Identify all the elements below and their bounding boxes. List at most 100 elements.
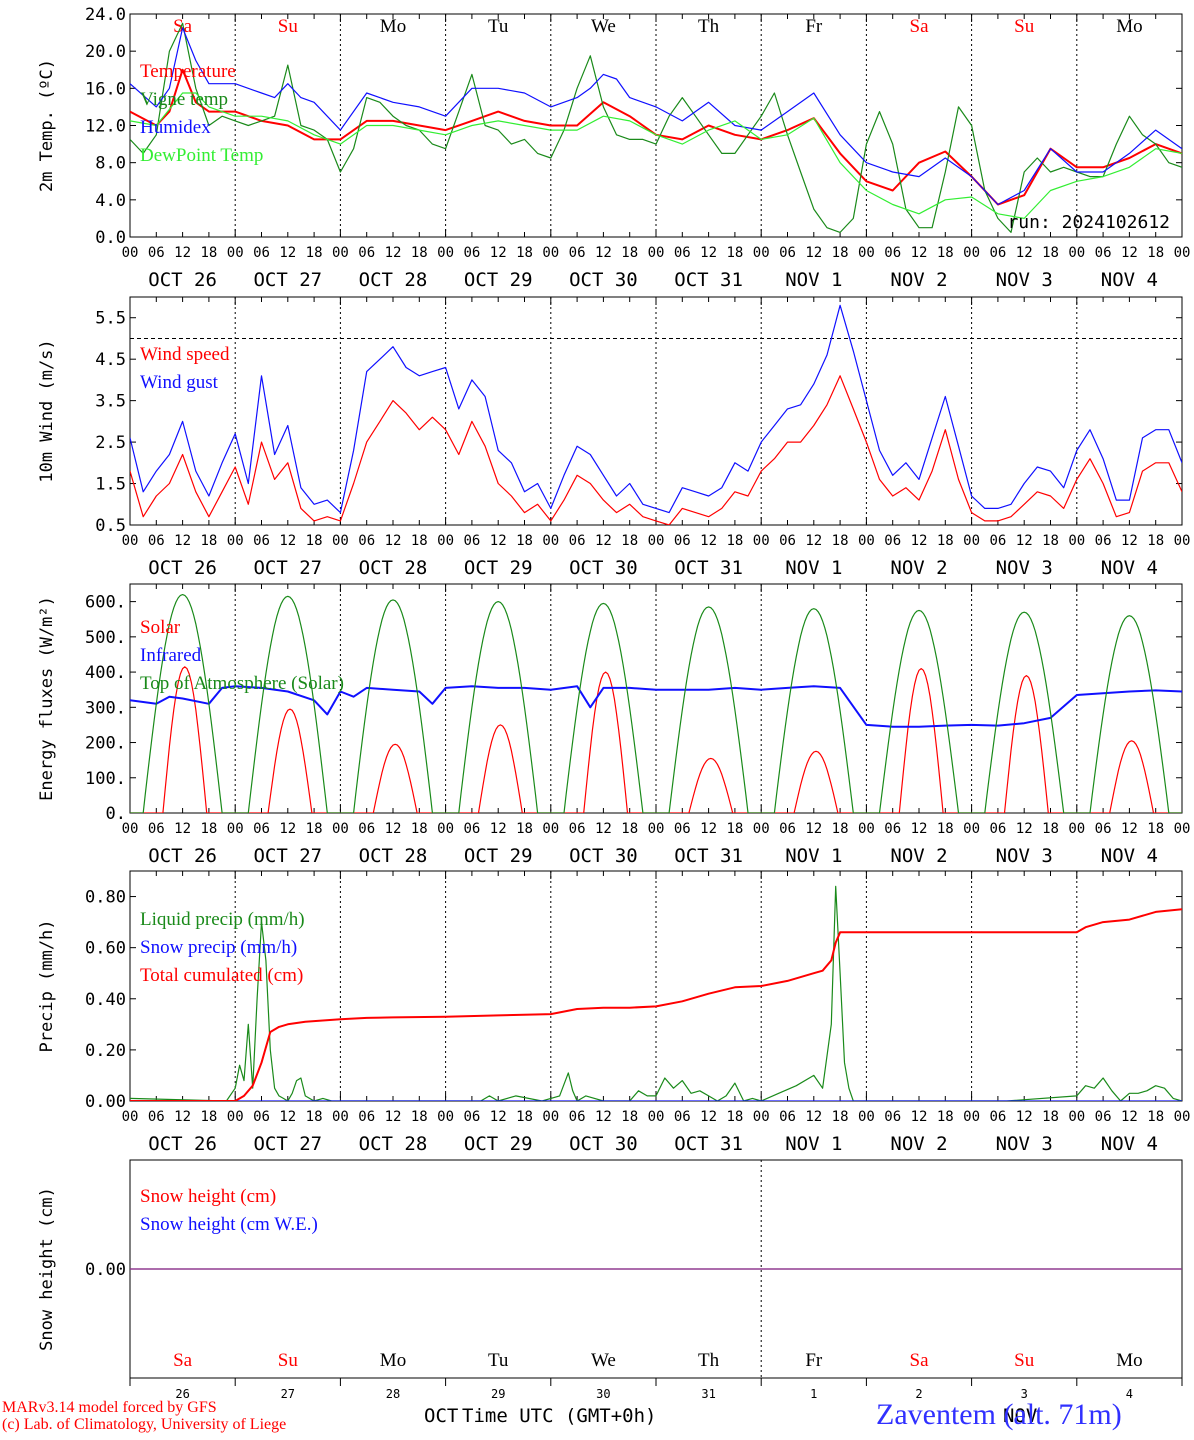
date-label: NOV 3 bbox=[996, 845, 1053, 867]
series-line-wind-speed bbox=[130, 375, 1182, 525]
hour-tick-label: 18 bbox=[1147, 821, 1164, 837]
date-label: NOV 4 bbox=[1101, 269, 1158, 291]
hour-tick-label: 18 bbox=[306, 1109, 323, 1125]
legend-item: Infrared bbox=[140, 645, 202, 666]
day-name-label: Su bbox=[1014, 1350, 1035, 1371]
hour-tick-label: 00 bbox=[858, 533, 875, 549]
y-tick-label: 8.0 bbox=[95, 154, 126, 174]
hour-tick-label: 18 bbox=[200, 245, 217, 261]
hour-tick-label: 12 bbox=[805, 533, 822, 549]
hour-tick-label: 06 bbox=[148, 1109, 165, 1125]
x-axis-title: Time UTC (GMT+0h) bbox=[462, 1405, 657, 1427]
hour-tick-label: 06 bbox=[569, 245, 586, 261]
hour-tick-label: 18 bbox=[621, 1109, 638, 1125]
date-label: OCT 26 bbox=[148, 845, 217, 867]
day-name-label: Su bbox=[1014, 16, 1035, 37]
series-line-infrared bbox=[130, 685, 1182, 728]
hour-tick-label: 00 bbox=[1068, 533, 1085, 549]
day-number-label: 29 bbox=[491, 1387, 505, 1401]
hour-tick-label: 00 bbox=[122, 821, 139, 837]
hour-tick-label: 06 bbox=[463, 1109, 480, 1125]
hour-tick-label: 18 bbox=[200, 533, 217, 549]
y-tick-label: 500. bbox=[85, 628, 126, 648]
hour-tick-label: 18 bbox=[726, 533, 743, 549]
hour-tick-label: 12 bbox=[805, 821, 822, 837]
hour-tick-label: 12 bbox=[700, 533, 717, 549]
date-label: NOV 2 bbox=[890, 1133, 947, 1155]
y-tick-label: 2.5 bbox=[95, 433, 126, 453]
y-tick-label: 20.0 bbox=[85, 42, 126, 62]
date-label: OCT 29 bbox=[464, 1133, 533, 1155]
hour-tick-label: 06 bbox=[463, 821, 480, 837]
date-label: OCT 31 bbox=[674, 269, 743, 291]
date-label: NOV 1 bbox=[785, 269, 842, 291]
y-tick-label: 0.00 bbox=[85, 1260, 126, 1280]
hour-tick-label: 12 bbox=[911, 821, 928, 837]
hour-tick-label: 18 bbox=[306, 821, 323, 837]
y-tick-label: 0.20 bbox=[85, 1041, 126, 1061]
hour-tick-label: 00 bbox=[1174, 245, 1191, 261]
hour-tick-label: 00 bbox=[858, 245, 875, 261]
hour-tick-label: 00 bbox=[1068, 245, 1085, 261]
hour-tick-label: 18 bbox=[621, 821, 638, 837]
hour-tick-label: 00 bbox=[1068, 1109, 1085, 1125]
hour-tick-label: 18 bbox=[726, 1109, 743, 1125]
hour-tick-label: 00 bbox=[332, 533, 349, 549]
day-name-label: Sa bbox=[910, 16, 930, 37]
y-tick-label: 0.0 bbox=[95, 228, 126, 248]
hour-tick-label: 18 bbox=[937, 821, 954, 837]
y-axis-label: Energy fluxes (W/m²) bbox=[37, 596, 57, 801]
hour-tick-label: 00 bbox=[858, 1109, 875, 1125]
legend-item: Wind gust bbox=[140, 372, 219, 393]
date-label: OCT 28 bbox=[359, 1133, 428, 1155]
month-label-nov: NOV bbox=[1003, 1405, 1038, 1427]
hour-tick-label: 12 bbox=[805, 245, 822, 261]
day-name-label: Su bbox=[278, 1350, 299, 1371]
date-label: OCT 30 bbox=[569, 845, 638, 867]
day-number-label: 1 bbox=[810, 1387, 817, 1401]
hour-tick-label: 06 bbox=[463, 533, 480, 549]
hour-tick-label: 12 bbox=[279, 533, 296, 549]
hour-tick-label: 12 bbox=[911, 245, 928, 261]
hour-tick-label: 18 bbox=[1042, 245, 1059, 261]
hour-tick-label: 00 bbox=[648, 821, 665, 837]
legend-item: Top of Atmosphere (Solar) bbox=[140, 673, 344, 694]
hour-tick-label: 18 bbox=[937, 533, 954, 549]
y-axis-label: Snow height (cm) bbox=[37, 1187, 57, 1351]
hour-tick-label: 06 bbox=[884, 821, 901, 837]
hour-tick-label: 12 bbox=[700, 821, 717, 837]
date-label: NOV 1 bbox=[785, 1133, 842, 1155]
hour-tick-label: 12 bbox=[595, 1109, 612, 1125]
hour-tick-label: 12 bbox=[700, 245, 717, 261]
series-line-top-of-atmosphere-solar bbox=[130, 593, 1182, 813]
hour-tick-label: 12 bbox=[385, 245, 402, 261]
y-tick-label: 4.5 bbox=[95, 350, 126, 370]
hour-tick-label: 00 bbox=[753, 821, 770, 837]
hour-tick-label: 06 bbox=[779, 1109, 796, 1125]
day-name-label: Fr bbox=[805, 1350, 823, 1371]
hour-tick-label: 12 bbox=[174, 533, 191, 549]
hour-tick-label: 00 bbox=[648, 533, 665, 549]
y-tick-label: 0.60 bbox=[85, 939, 126, 959]
day-number-label: 2 bbox=[915, 1387, 922, 1401]
credit-line-2: (c) Lab. of Climatology, University of L… bbox=[2, 1416, 287, 1433]
hour-tick-label: 06 bbox=[989, 821, 1006, 837]
hour-tick-label: 12 bbox=[279, 245, 296, 261]
hour-tick-label: 06 bbox=[1095, 821, 1112, 837]
hour-tick-label: 12 bbox=[174, 1109, 191, 1125]
day-name-label: Sa bbox=[173, 1350, 193, 1371]
day-number-label: 3 bbox=[1021, 1387, 1028, 1401]
hour-tick-label: 06 bbox=[463, 245, 480, 261]
hour-tick-label: 00 bbox=[753, 533, 770, 549]
hour-tick-label: 06 bbox=[989, 245, 1006, 261]
hour-tick-label: 06 bbox=[1095, 1109, 1112, 1125]
hour-tick-label: 06 bbox=[884, 1109, 901, 1125]
y-tick-label: 16.0 bbox=[85, 79, 126, 99]
hour-tick-label: 18 bbox=[1147, 533, 1164, 549]
hour-tick-label: 12 bbox=[911, 1109, 928, 1125]
date-label: NOV 2 bbox=[890, 269, 947, 291]
hour-tick-label: 06 bbox=[674, 533, 691, 549]
hour-tick-label: 00 bbox=[332, 821, 349, 837]
hour-tick-label: 00 bbox=[332, 245, 349, 261]
date-label: OCT 27 bbox=[253, 557, 322, 579]
